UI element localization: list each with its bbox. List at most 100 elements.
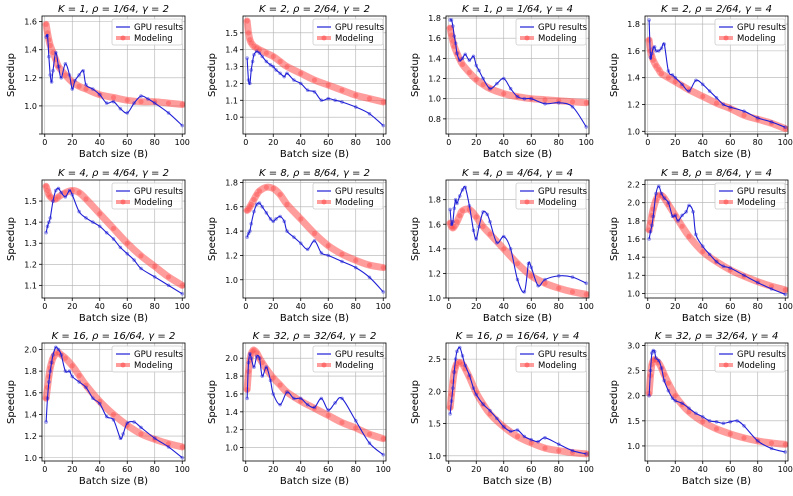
subplot-title: K = 8, ρ = 8/64, γ = 4 [661,168,772,179]
x-tick-label: 0 [645,138,650,147]
gpu-results-point [246,231,251,236]
gpu-results-point [495,416,499,421]
y-axis-label: Speedup [410,217,421,261]
x-tick-label: 20 [67,138,77,147]
gpu-results-point [254,49,259,54]
gpu-results-point [305,88,310,93]
gpu-results-point [515,428,520,432]
modeling-point [325,412,331,419]
gpu-results-point [769,287,774,291]
subplot-1: 0 20 40 60 80 100 1.0 1.2 1.4 1.6 K = 1, ρ = 1/64,… [6,4,190,160]
legend-gpu-label: GPU results [134,187,184,197]
modeling-point [76,190,82,196]
gpu-results-point [118,106,123,111]
subplot-title: K = 16, ρ = 16/64, γ = 4 [456,331,580,342]
gpu-results-point [460,354,465,358]
x-tick-label: 20 [670,138,680,147]
x-tick-label: 100 [778,302,793,311]
modeling-point [679,83,685,89]
gpu-results-point [248,229,252,233]
modeling-line [243,17,386,106]
gpu-results-point [529,96,534,101]
y-tick-label: 1.4 [627,253,640,262]
gpu-results-point [268,378,273,383]
modeling-point [53,196,59,202]
x-tick-label: 20 [268,138,278,147]
modeling-point [44,384,51,390]
modeling-point [248,40,254,46]
gpu-results-point [654,356,658,360]
modeling-point [250,348,256,354]
gpu-results-point [457,194,462,198]
subplot-title: K = 32, ρ = 32/64, γ = 2 [253,331,377,342]
modeling-point [110,94,117,101]
gpu-results-point [755,439,760,443]
modeling-point [650,206,656,212]
modeling-point [514,433,521,440]
modeling-point [311,77,318,83]
gpu-results-point [652,349,657,354]
gpu-results-point [488,219,492,224]
gpu-results-point [448,207,452,212]
gpu-results-point [312,90,317,94]
gpu-results-point [104,414,109,419]
x-tick-label: 60 [323,465,333,474]
gpu-results-point [248,81,252,86]
gpu-results-point [67,369,72,373]
modeling-point [248,201,254,207]
x-axis-label: Batch size (B) [280,313,349,324]
modeling-point [325,82,331,88]
legend-gpu-label: GPU results [134,23,184,33]
gpu-results-point [694,411,698,416]
modeling-point [556,98,562,104]
y-tick-label: 2.0 [225,354,238,363]
gpu-results-point [340,259,344,264]
gpu-results-point [650,51,654,56]
gpu-results-point [460,187,465,192]
gpu-results-point [245,56,249,60]
x-tick-label: 100 [778,138,793,147]
legend-model-label: Modeling [134,361,173,371]
gpu-results-point [326,96,331,101]
gpu-results-point [146,97,150,101]
gpu-results-point [452,206,457,211]
y-tick-label: 1.0 [627,289,640,298]
gpu-results-point [91,87,95,91]
modeling-point [247,37,253,43]
gpu-results-point [508,429,513,434]
modeling-line [645,36,788,133]
modeling-point [650,57,656,63]
gpu-results-point [687,89,691,93]
gpu-results-point [340,100,344,104]
modeling-point [339,419,345,426]
gpu-results-point [452,370,457,374]
axes-frame [644,15,789,135]
gpu-results-point [104,101,109,105]
gpu-results-point [481,210,485,214]
modeling-point [247,204,253,210]
x-tick-label: 40 [499,302,509,311]
gpu-results-point [651,214,656,219]
title-params: K = 32, ρ = 32/64, γ = 2 [253,331,377,342]
gpu-results-point [666,69,671,73]
modeling-point [583,291,589,297]
modeling-point [152,99,158,105]
modeling-point [138,99,144,105]
gpu-results-point [246,78,251,82]
axes-frame [242,15,387,135]
gpu-results-point [97,401,102,406]
x-axis-label: Batch size (B) [79,313,148,324]
subplot-10: 0 20 40 60 80 100 1.0 1.2 1.4 1.6 1.8 2.0 K = 32, ρ … [207,331,391,487]
gpu-results-point [662,42,667,47]
gpu-results-point [264,210,269,215]
gpu-results-point [676,218,680,223]
legend-gpu-label: GPU results [335,187,385,197]
legend-model-label: Modeling [134,34,173,44]
gpu-results-point [51,68,55,73]
y-tick-label: 1.5 [627,417,640,426]
gpu-results-point [463,363,468,368]
gpu-results-point [246,360,251,365]
gpu-results-point [274,217,278,221]
gpu-results-point [495,81,499,86]
